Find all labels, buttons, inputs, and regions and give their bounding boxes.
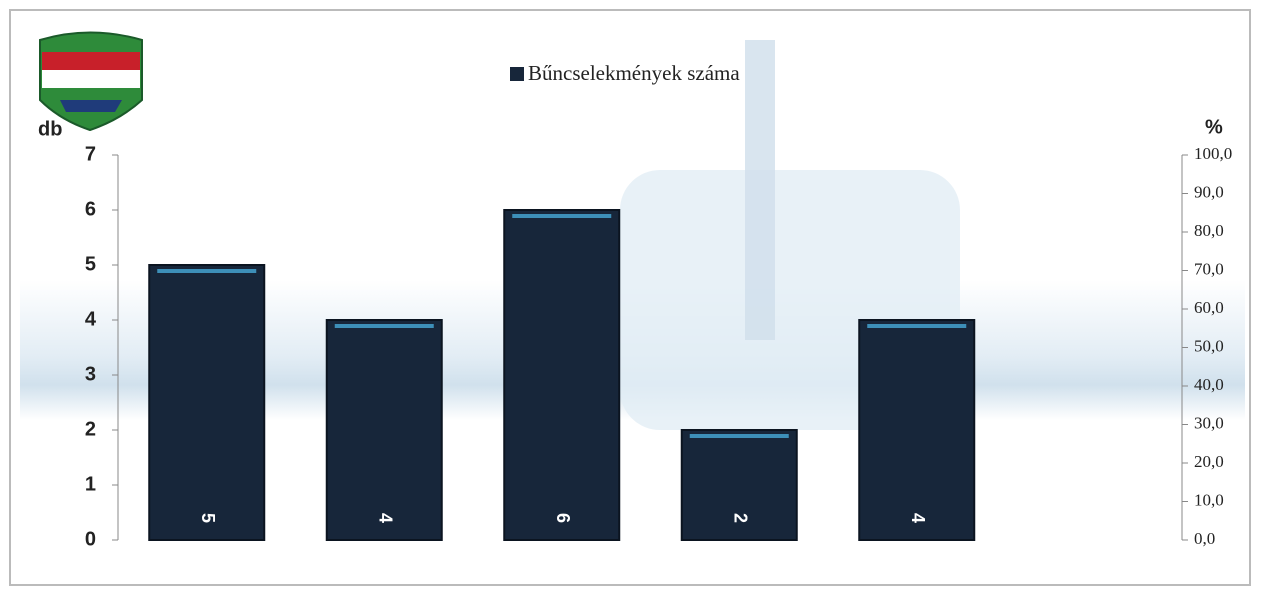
y-tick-label: 2 xyxy=(85,418,96,440)
data-label: 4 xyxy=(376,513,396,523)
y-tick-label: 7 xyxy=(85,143,96,165)
y2-tick-label: 100,0 xyxy=(1194,144,1232,163)
bar xyxy=(858,319,976,541)
legend-swatch xyxy=(510,67,524,81)
bar-highlight xyxy=(512,214,612,218)
bar xyxy=(325,319,443,541)
bar xyxy=(148,264,266,541)
y-tick-label: 1 xyxy=(85,473,96,495)
y2-axis-title: % xyxy=(1205,116,1223,138)
data-label: 4 xyxy=(908,513,928,523)
y-tick-label: 0 xyxy=(85,528,96,550)
y2-tick-label: 40,0 xyxy=(1194,375,1224,394)
y2-tick-label: 60,0 xyxy=(1194,298,1224,317)
y2-tick-label: 0,0 xyxy=(1194,529,1215,548)
bar xyxy=(503,209,621,541)
y2-tick-label: 70,0 xyxy=(1194,259,1224,278)
y-tick-label: 6 xyxy=(85,198,96,220)
logo xyxy=(39,31,143,132)
y2-tick-label: 50,0 xyxy=(1194,336,1224,355)
data-label: 2 xyxy=(731,513,751,523)
y-tick-label: 3 xyxy=(85,363,96,385)
data-label: 6 xyxy=(553,513,573,523)
y2-tick-label: 30,0 xyxy=(1194,413,1224,432)
legend-label: Bűncselekmények száma xyxy=(528,61,740,85)
data-label: 5 xyxy=(198,513,218,523)
y2-tick-label: 10,0 xyxy=(1194,490,1224,509)
y2-tick-label: 20,0 xyxy=(1194,452,1224,471)
background-tower xyxy=(745,40,775,340)
y-tick-label: 5 xyxy=(85,253,96,275)
bar xyxy=(680,429,798,541)
y-axis-title: db xyxy=(38,118,62,140)
bar-highlight xyxy=(334,324,434,328)
y2-tick-label: 80,0 xyxy=(1194,221,1224,240)
bar-highlight xyxy=(689,434,789,438)
bar-highlight xyxy=(867,324,967,328)
bar-highlight xyxy=(157,269,257,273)
y2-tick-label: 90,0 xyxy=(1194,182,1224,201)
y-tick-label: 4 xyxy=(85,308,97,330)
